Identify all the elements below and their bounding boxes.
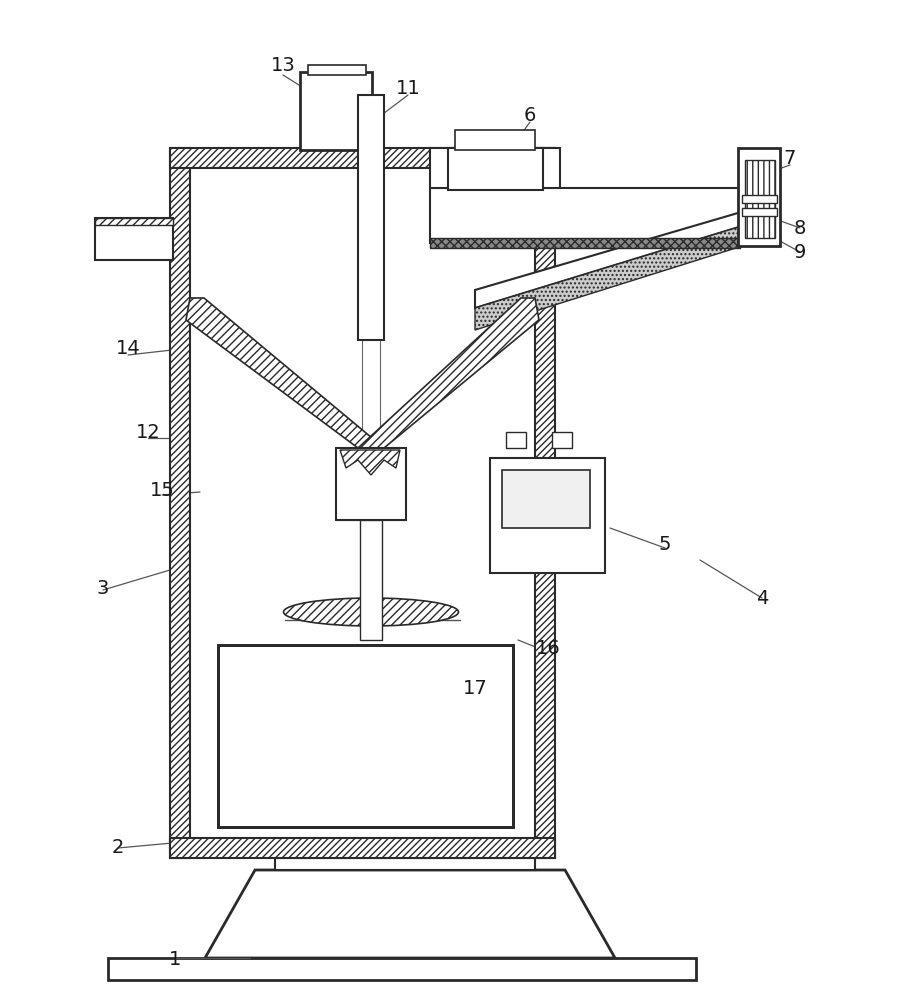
Text: 17: 17: [462, 678, 487, 698]
Polygon shape: [430, 238, 740, 248]
Text: 3: 3: [97, 578, 109, 597]
Bar: [336, 448, 405, 520]
Bar: [107, 958, 695, 980]
Polygon shape: [744, 160, 774, 238]
Text: 4: 4: [755, 588, 768, 607]
Text: 11: 11: [396, 79, 420, 98]
Bar: [308, 65, 366, 75]
Polygon shape: [170, 838, 554, 858]
Text: 1: 1: [169, 950, 181, 969]
Polygon shape: [474, 208, 754, 308]
Text: 14: 14: [116, 338, 140, 358]
Bar: [506, 432, 526, 448]
Bar: [275, 858, 535, 870]
Bar: [300, 72, 372, 150]
Bar: [741, 195, 777, 203]
Polygon shape: [170, 148, 554, 168]
Polygon shape: [358, 298, 538, 448]
Text: 12: 12: [135, 422, 160, 442]
Text: 16: 16: [535, 638, 560, 658]
Bar: [448, 148, 543, 190]
Polygon shape: [205, 870, 614, 958]
Bar: [358, 95, 384, 340]
Text: 9: 9: [793, 242, 805, 261]
Polygon shape: [95, 218, 172, 225]
Text: 2: 2: [112, 838, 124, 857]
Bar: [552, 432, 572, 448]
Text: 5: 5: [658, 536, 671, 554]
Polygon shape: [340, 450, 399, 475]
Polygon shape: [170, 148, 190, 858]
Bar: [430, 188, 740, 243]
Polygon shape: [535, 148, 554, 858]
Text: 15: 15: [149, 481, 174, 499]
Polygon shape: [186, 298, 384, 448]
Text: 13: 13: [270, 56, 295, 75]
Bar: [95, 218, 172, 260]
Text: 8: 8: [793, 219, 805, 238]
Bar: [489, 458, 604, 573]
Text: 7: 7: [783, 149, 796, 168]
Bar: [454, 130, 535, 150]
Bar: [741, 208, 777, 216]
Bar: [218, 645, 512, 827]
Bar: [430, 148, 559, 188]
Ellipse shape: [284, 598, 458, 626]
Bar: [501, 470, 590, 528]
Bar: [218, 645, 512, 827]
Text: 6: 6: [523, 106, 535, 125]
Bar: [737, 148, 779, 246]
Bar: [359, 520, 382, 640]
Polygon shape: [474, 222, 754, 330]
